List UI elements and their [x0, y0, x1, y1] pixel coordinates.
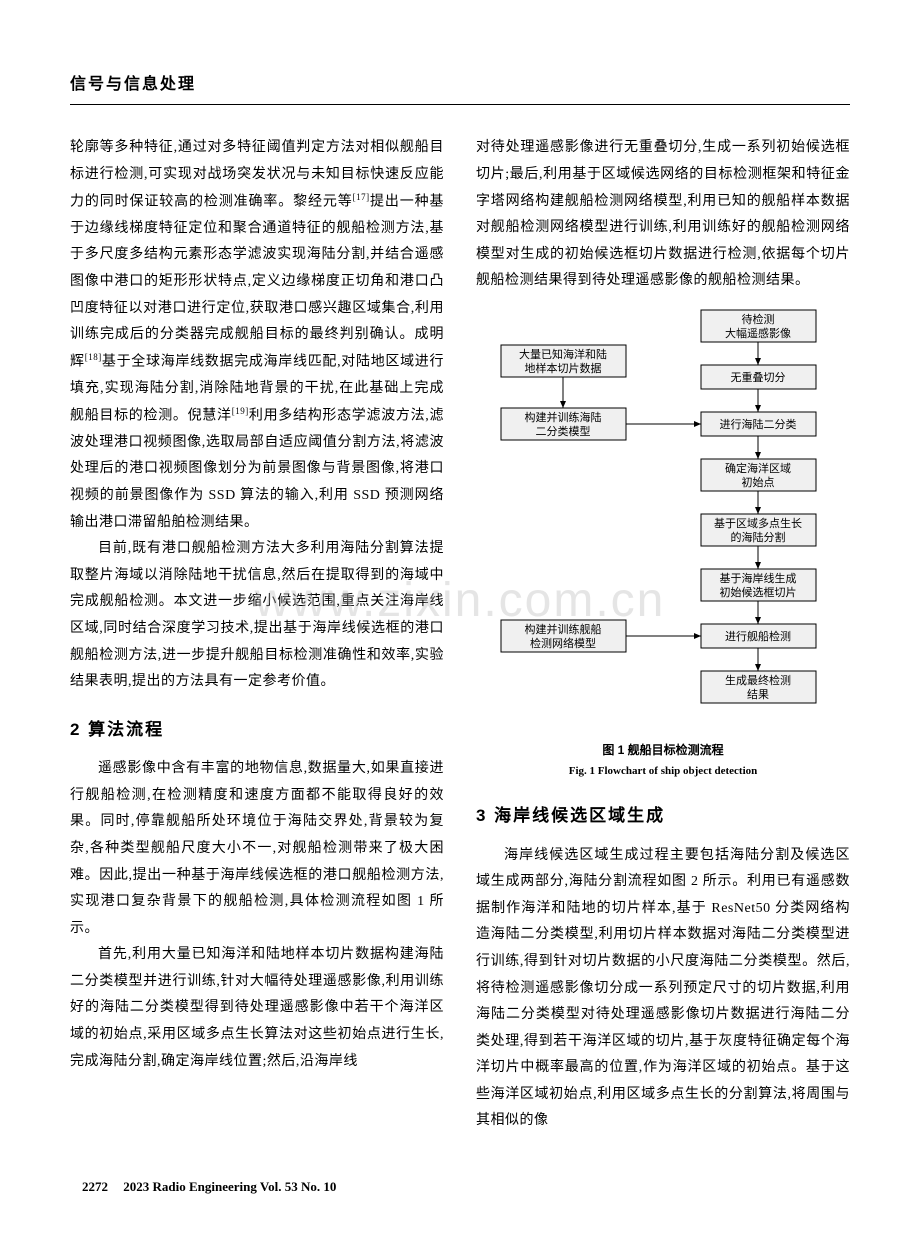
box-b8: 生成最终检测 结果 — [701, 671, 816, 703]
box-l3: 构建并训练舰船 检测网络模型 — [501, 620, 626, 652]
svg-text:大幅遥感影像: 大幅遥感影像 — [725, 326, 791, 340]
svg-text:初始点: 初始点 — [742, 475, 775, 489]
text-seg: 利用多结构形态学滤波方法,滤波处理港口视频图像,选取局部自适应阈值分割方法,将滤… — [70, 408, 444, 529]
box-b6: 基于海岸线生成 初始候选框切片 — [701, 569, 816, 601]
page-footer: 2272 2023 Radio Engineering Vol. 53 No. … — [82, 1175, 336, 1200]
para-left-2: 目前,既有港口舰船检测方法大多利用海陆分割算法提取整片海域以消除陆地干扰信息,然… — [70, 536, 444, 696]
figure-1-flowchart: 待检测 大幅遥感影像 无重叠切分 进行海陆二分类 确定海洋区域 初始点 — [476, 305, 850, 731]
section-3-heading: 3 海岸线候选区域生成 — [476, 800, 850, 832]
para-left-3: 遥感影像中含有丰富的地物信息,数据量大,如果直接进行舰船检测,在检测精度和速度方… — [70, 756, 444, 942]
box-l1: 大量已知海洋和陆 地样本切片数据 — [501, 345, 626, 377]
svg-text:的海陆分割: 的海陆分割 — [731, 530, 786, 544]
figure-1-caption-en: Fig. 1 Flowchart of ship object detectio… — [476, 761, 850, 782]
footer-text: 2023 Radio Engineering Vol. 53 No. 10 — [123, 1179, 336, 1194]
svg-text:生成最终检测: 生成最终检测 — [725, 673, 791, 687]
figure-1-caption-cn: 图 1 舰船目标检测流程 — [476, 739, 850, 762]
box-b7: 进行舰船检测 — [701, 624, 816, 648]
page-number: 2272 — [82, 1179, 108, 1194]
box-b1: 待检测 大幅遥感影像 — [701, 310, 816, 342]
svg-text:大量已知海洋和陆: 大量已知海洋和陆 — [519, 347, 607, 361]
section-2-heading: 2 算法流程 — [70, 714, 444, 746]
ref-18: [18] — [85, 352, 102, 362]
left-column: 轮廓等多种特征,通过对多特征阈值判定方法对相似舰船目标进行检测,可实现对战场突发… — [70, 135, 444, 1135]
box-b4: 确定海洋区域 初始点 — [701, 459, 816, 491]
right-column: 对待处理遥感影像进行无重叠切分,生成一系列初始候选框切片;最后,利用基于区域候选… — [476, 135, 850, 1135]
box-l2: 构建并训练海陆 二分类模型 — [501, 408, 626, 440]
ref-19: [19] — [232, 406, 249, 416]
svg-text:待检测: 待检测 — [742, 312, 775, 326]
svg-text:地样本切片数据: 地样本切片数据 — [525, 361, 602, 375]
header-section: 信号与信息处理 — [70, 70, 850, 105]
content-columns: 轮廓等多种特征,通过对多特征阈值判定方法对相似舰船目标进行检测,可实现对战场突发… — [70, 135, 850, 1135]
para-right-2: 海岸线候选区域生成过程主要包括海陆分割及候选区域生成两部分,海陆分割流程如图 2… — [476, 843, 850, 1136]
svg-text:构建并训练舰船: 构建并训练舰船 — [525, 622, 602, 636]
svg-text:结果: 结果 — [747, 688, 769, 701]
svg-text:基于区域多点生长: 基于区域多点生长 — [714, 516, 802, 530]
box-b3: 进行海陆二分类 — [701, 412, 816, 436]
svg-text:基于海岸线生成: 基于海岸线生成 — [720, 571, 797, 585]
flowchart-svg: 待检测 大幅遥感影像 无重叠切分 进行海陆二分类 确定海洋区域 初始点 — [476, 305, 846, 720]
svg-text:检测网络模型: 检测网络模型 — [530, 636, 596, 650]
svg-text:无重叠切分: 无重叠切分 — [731, 370, 786, 384]
ref-17: [17] — [353, 192, 370, 202]
svg-text:进行舰船检测: 进行舰船检测 — [725, 629, 791, 643]
svg-text:二分类模型: 二分类模型 — [536, 424, 591, 438]
para-right-1: 对待处理遥感影像进行无重叠切分,生成一系列初始候选框切片;最后,利用基于区域候选… — [476, 135, 850, 295]
box-b5: 基于区域多点生长 的海陆分割 — [701, 514, 816, 546]
svg-text:进行海陆二分类: 进行海陆二分类 — [720, 417, 797, 431]
text-seg: 提出一种基于边缘线梯度特征定位和聚合通道特征的舰船检测方法,基于多尺度多结构元素… — [70, 194, 444, 369]
box-b2: 无重叠切分 — [701, 365, 816, 389]
svg-text:构建并训练海陆: 构建并训练海陆 — [525, 410, 602, 424]
svg-text:初始候选框切片: 初始候选框切片 — [720, 585, 797, 599]
para-left-1: 轮廓等多种特征,通过对多特征阈值判定方法对相似舰船目标进行检测,可实现对战场突发… — [70, 135, 444, 536]
para-left-4: 首先,利用大量已知海洋和陆地样本切片数据构建海陆二分类模型并进行训练,针对大幅待… — [70, 942, 444, 1075]
svg-text:确定海洋区域: 确定海洋区域 — [725, 461, 791, 475]
